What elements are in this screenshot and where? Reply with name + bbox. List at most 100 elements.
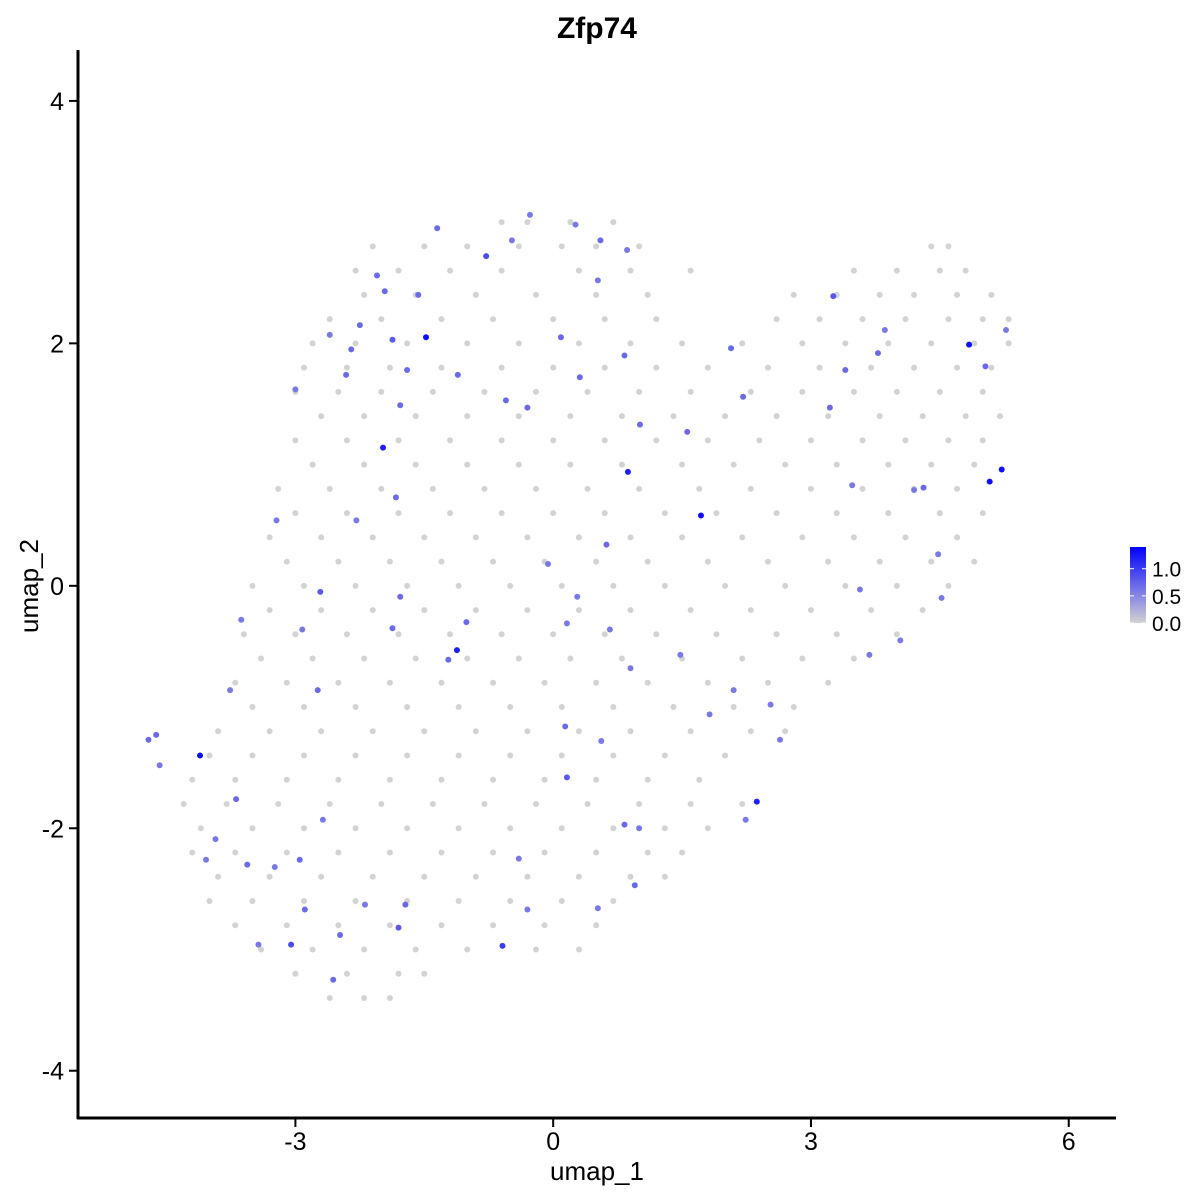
expressing-point [697, 512, 704, 519]
point [326, 994, 333, 1001]
point [979, 388, 986, 395]
expressing-point [145, 736, 152, 743]
expressing-point [881, 327, 888, 334]
expressing-point [742, 816, 749, 823]
expressing-point [526, 211, 533, 218]
point [318, 607, 325, 614]
point [378, 485, 385, 492]
point [713, 510, 720, 517]
point [575, 534, 582, 541]
expressing-point [381, 288, 388, 295]
point [601, 364, 608, 371]
expressing-point [271, 864, 278, 871]
point [369, 534, 376, 541]
point [911, 364, 918, 371]
point [636, 388, 643, 395]
point [593, 849, 600, 856]
expressing-point [317, 588, 324, 595]
point [936, 388, 943, 395]
point [644, 558, 651, 565]
expressing-point [454, 371, 461, 378]
point [490, 679, 497, 686]
point [421, 970, 428, 977]
point [524, 873, 531, 880]
y-tick-label: 2 [50, 330, 64, 358]
point [575, 873, 582, 880]
point [524, 219, 531, 226]
point [679, 849, 686, 856]
point [833, 461, 840, 468]
x-tick-label: 6 [1062, 1128, 1076, 1156]
point [464, 655, 471, 662]
point [593, 776, 600, 783]
point [232, 776, 239, 783]
point [558, 704, 565, 711]
expressing-point [767, 701, 774, 708]
expressing-point [397, 593, 404, 600]
point [825, 679, 832, 686]
point [919, 607, 926, 614]
expressing-point [740, 393, 747, 400]
expressing-point [938, 594, 945, 601]
expressing-point [986, 478, 993, 485]
point [498, 510, 505, 517]
expressing-point [483, 253, 490, 260]
point [687, 801, 694, 808]
expressing-point [238, 616, 245, 623]
point [859, 485, 866, 492]
expressing-point [374, 272, 381, 279]
point [730, 461, 737, 468]
point [309, 461, 316, 468]
point [764, 558, 771, 565]
point [421, 607, 428, 614]
expressing-point [453, 647, 460, 654]
point [361, 461, 368, 468]
point [429, 485, 436, 492]
expressing-point [319, 816, 326, 823]
point [644, 291, 651, 298]
expressing-point [153, 731, 160, 738]
point [627, 267, 634, 274]
point [447, 510, 454, 517]
point [283, 849, 290, 856]
point [945, 243, 952, 250]
point [575, 267, 582, 274]
point [945, 582, 952, 589]
expressing-point [197, 752, 204, 759]
point [962, 413, 969, 420]
point [421, 243, 428, 250]
point [902, 534, 909, 541]
point [704, 437, 711, 444]
expressing-point [966, 341, 973, 348]
point [627, 873, 634, 880]
expressing-point [233, 796, 240, 803]
point [679, 461, 686, 468]
expressing-point [562, 723, 569, 730]
point [541, 679, 548, 686]
point [283, 776, 290, 783]
expressing-point [636, 421, 643, 428]
point [464, 461, 471, 468]
point [850, 655, 857, 662]
point [404, 704, 411, 711]
point [498, 219, 505, 226]
point [601, 510, 608, 517]
point [833, 510, 840, 517]
point [687, 388, 694, 395]
expressing-point [301, 906, 308, 913]
point [498, 437, 505, 444]
point [636, 801, 643, 808]
point [644, 679, 651, 686]
point [352, 582, 359, 589]
y-tick-label: 4 [50, 88, 64, 116]
x-tick-label: 3 [804, 1128, 818, 1156]
expressing-point [874, 350, 881, 357]
point [189, 849, 196, 856]
point [300, 898, 307, 905]
point [438, 922, 445, 929]
point [550, 631, 557, 638]
point [807, 437, 814, 444]
point [558, 752, 565, 759]
point [988, 364, 995, 371]
